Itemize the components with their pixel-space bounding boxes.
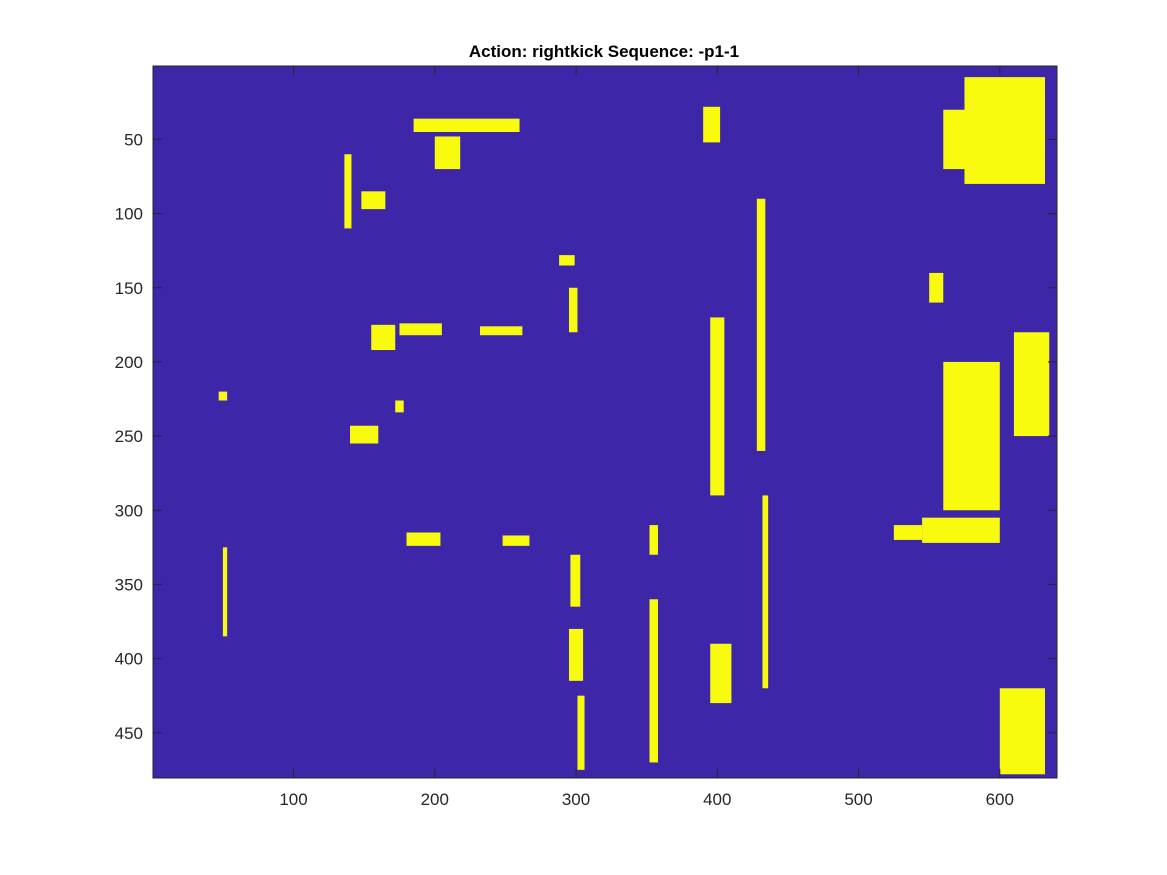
heatmap-region xyxy=(350,425,379,444)
x-tick-label: 500 xyxy=(844,790,872,809)
heatmap-region xyxy=(756,198,766,451)
heatmap-background xyxy=(153,66,1057,778)
heatmap-region xyxy=(502,535,530,546)
y-tick-label: 350 xyxy=(115,575,143,594)
y-tick-label: 300 xyxy=(115,501,143,520)
heatmap-region xyxy=(710,643,732,704)
heatmap-region xyxy=(943,361,1000,511)
heatmap-region xyxy=(649,525,658,555)
heatmap-region xyxy=(222,547,228,637)
heatmap-region xyxy=(703,106,721,143)
plot-area xyxy=(152,65,1058,779)
heatmap-region xyxy=(762,495,769,689)
heatmap-region xyxy=(999,94,1045,155)
y-tick-label: 200 xyxy=(115,353,143,372)
heatmap-region xyxy=(479,326,523,336)
heatmap-region xyxy=(371,324,396,351)
heatmap-region xyxy=(434,136,461,170)
heatmap-region xyxy=(929,272,944,303)
x-axis: 100 200 300 400 500 600 xyxy=(279,66,1014,809)
heatmap-region xyxy=(344,154,352,229)
axes-box xyxy=(152,65,1058,779)
heatmap-region xyxy=(406,532,441,546)
y-axis: 50 100 150 200 250 300 350 400 450 xyxy=(115,130,1057,743)
heatmap-region xyxy=(649,599,658,763)
heatmap-region xyxy=(893,525,923,540)
heatmap-region xyxy=(943,109,1000,170)
heatmap-region xyxy=(361,191,386,210)
heatmap-region xyxy=(395,400,404,413)
y-tick-label: 50 xyxy=(124,130,143,149)
x-tick-label: 200 xyxy=(421,790,449,809)
heatmap-region xyxy=(218,391,228,401)
heatmap-region xyxy=(577,695,585,770)
x-tick-label: 600 xyxy=(986,790,1014,809)
heatmap-region xyxy=(922,517,1000,543)
chart-title: Action: rightkick Sequence: -p1-1 xyxy=(469,42,739,61)
heatmap-region xyxy=(1013,332,1050,437)
y-tick-label: 450 xyxy=(115,724,143,743)
heatmap-region xyxy=(570,554,581,607)
heatmap-region xyxy=(399,323,442,336)
heatmap-region xyxy=(999,688,1045,775)
heatmap-layer xyxy=(218,77,1050,775)
y-tick-label: 150 xyxy=(115,279,143,298)
x-tick-label: 100 xyxy=(279,790,307,809)
y-tick-label: 400 xyxy=(115,650,143,669)
heatmap-region xyxy=(413,118,520,133)
heatmap-region xyxy=(710,317,725,496)
x-tick-label: 300 xyxy=(562,790,590,809)
x-tick-label: 400 xyxy=(703,790,731,809)
y-tick-label: 100 xyxy=(115,205,143,224)
heatmap-region xyxy=(559,255,575,266)
heatmap-region xyxy=(568,287,578,333)
heatmap-region xyxy=(568,628,584,681)
y-tick-label: 250 xyxy=(115,427,143,446)
